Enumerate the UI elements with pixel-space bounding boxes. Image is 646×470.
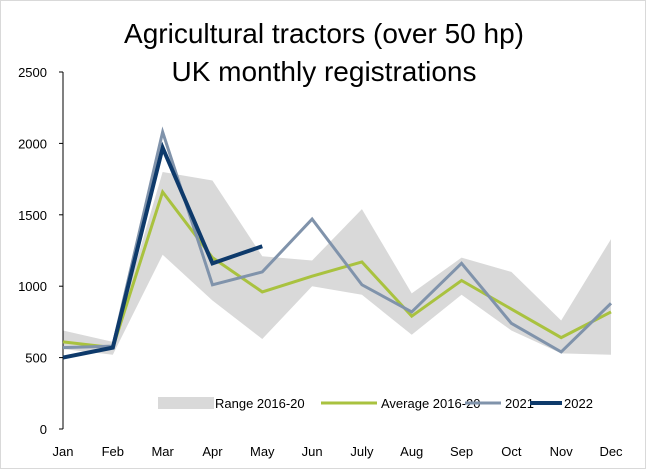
y-tick-label: 0 — [40, 422, 47, 437]
x-tick-label: Oct — [501, 444, 522, 459]
x-tick-label: Sep — [450, 444, 473, 459]
y-tick-label: 1500 — [18, 208, 47, 223]
range-band-area — [63, 172, 611, 355]
legend-label-range: Range 2016-20 — [215, 396, 305, 411]
x-tick-label: Feb — [102, 444, 124, 459]
x-tick-label: Jan — [53, 444, 74, 459]
y-tick-label: 1000 — [18, 279, 47, 294]
x-tick-label: Mar — [151, 444, 174, 459]
x-tick-label: Nov — [550, 444, 574, 459]
y-tick-label: 500 — [25, 351, 47, 366]
x-tick-label: July — [350, 444, 374, 459]
y-tick-label: 2500 — [18, 65, 47, 80]
legend-label-series-1: 2021 — [505, 396, 534, 411]
x-tick-label: Jun — [302, 444, 323, 459]
x-tick-label: Apr — [202, 444, 223, 459]
legend-swatch-range — [158, 397, 214, 409]
chart-title-line-1: Agricultural tractors (over 50 hp) — [124, 18, 524, 49]
legend-label-series-2: 2022 — [564, 396, 593, 411]
x-tick-label: Aug — [400, 444, 423, 459]
chart-title-line-2: UK monthly registrations — [171, 56, 476, 87]
x-tick-label: Dec — [599, 444, 623, 459]
x-tick-label: May — [250, 444, 275, 459]
y-tick-label: 2000 — [18, 136, 47, 151]
